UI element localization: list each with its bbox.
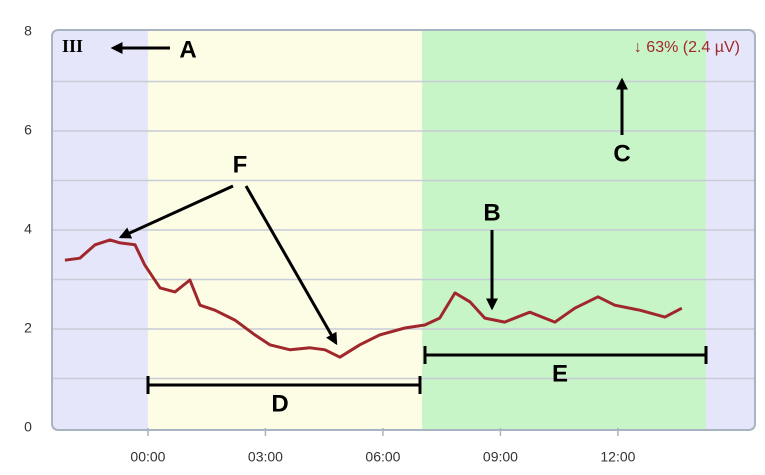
arrow xyxy=(118,184,234,239)
y-tick-label: 2 xyxy=(24,320,32,336)
bracket xyxy=(146,376,422,394)
annotation-label: F xyxy=(233,151,248,178)
annotations: A B C D E F xyxy=(110,36,708,417)
arrow xyxy=(244,185,338,346)
x-tick-label: 00:00 xyxy=(130,449,165,465)
annotation-label: E xyxy=(552,360,568,387)
annotation-label: A xyxy=(179,36,196,63)
y-tick-label: 8 xyxy=(24,23,32,39)
y-tick-label: 0 xyxy=(24,419,32,435)
plot xyxy=(64,238,683,359)
plot-frame xyxy=(51,29,756,431)
lead-label: III xyxy=(62,36,83,56)
axes: 0 2 4 6 8 00:00 03:00 06:00 09:00 12:00 xyxy=(24,23,636,465)
x-tick-label: 06:00 xyxy=(365,449,400,465)
trend-line xyxy=(64,238,683,359)
y-tick-label: 4 xyxy=(24,221,32,237)
x-tick-label: 12:00 xyxy=(600,449,635,465)
annotation-label: C xyxy=(613,140,630,167)
status-label: ↓ 63% (2.4 µV) xyxy=(634,39,740,56)
annotation-label: D xyxy=(271,390,288,417)
bracket xyxy=(423,346,708,364)
x-tick-label: 03:00 xyxy=(248,449,283,465)
annotation-label: B xyxy=(483,199,500,226)
x-tick-label: 09:00 xyxy=(483,449,518,465)
y-tick-label: 6 xyxy=(24,122,32,138)
